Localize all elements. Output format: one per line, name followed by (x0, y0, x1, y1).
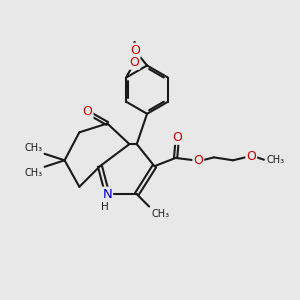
Text: O: O (82, 105, 92, 118)
Text: O: O (194, 154, 203, 167)
Text: N: N (102, 188, 112, 201)
Text: CH₃: CH₃ (24, 143, 42, 153)
Text: O: O (130, 56, 139, 69)
Text: O: O (246, 150, 256, 163)
Text: H: H (101, 202, 109, 212)
Text: O: O (172, 131, 182, 144)
Text: CH₃: CH₃ (152, 209, 169, 219)
Text: CH₃: CH₃ (266, 155, 284, 165)
Text: CH₃: CH₃ (24, 168, 42, 178)
Text: O: O (130, 44, 140, 57)
